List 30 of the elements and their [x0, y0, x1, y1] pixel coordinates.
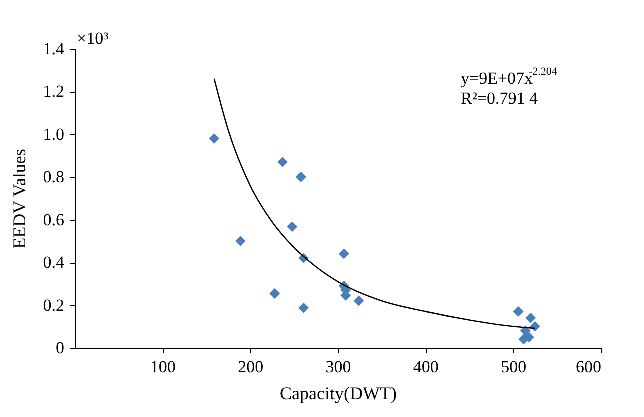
x-tick-label: 600	[576, 358, 602, 376]
point	[338, 248, 350, 260]
y-tick-label: 0.6	[43, 210, 64, 230]
annotation: R²=0.791 4	[461, 89, 539, 108]
point	[296, 172, 306, 182]
y-tick-label: 1.4	[43, 40, 65, 58]
point	[287, 222, 298, 232]
point	[354, 296, 364, 306]
point	[235, 236, 246, 246]
y-tick-label: 0.8	[43, 168, 64, 187]
point	[513, 306, 524, 317]
y-tick-label: 0	[56, 338, 64, 358]
x-tick-label: 200	[238, 358, 264, 376]
y-tick-label: 0.2	[43, 296, 64, 315]
y-tick-label: 1.2	[43, 82, 64, 102]
text: ×10³	[77, 29, 109, 48]
x-tick-label: 500	[501, 358, 527, 376]
point	[209, 133, 220, 144]
point	[278, 156, 288, 168]
point	[526, 312, 536, 324]
point	[298, 302, 310, 314]
point	[270, 288, 280, 299]
x-tick-label: 100	[150, 358, 176, 376]
x-tick-label: 400	[413, 358, 439, 376]
point	[530, 321, 540, 332]
y-tick-label: 0.4	[43, 253, 65, 272]
y-axis-title: EEDV Values	[9, 149, 30, 249]
x-axis-title: Capacity(DWT)	[280, 384, 397, 404]
y-tick-label: 1.0	[43, 124, 64, 144]
x-tick-label: 300	[326, 358, 352, 376]
